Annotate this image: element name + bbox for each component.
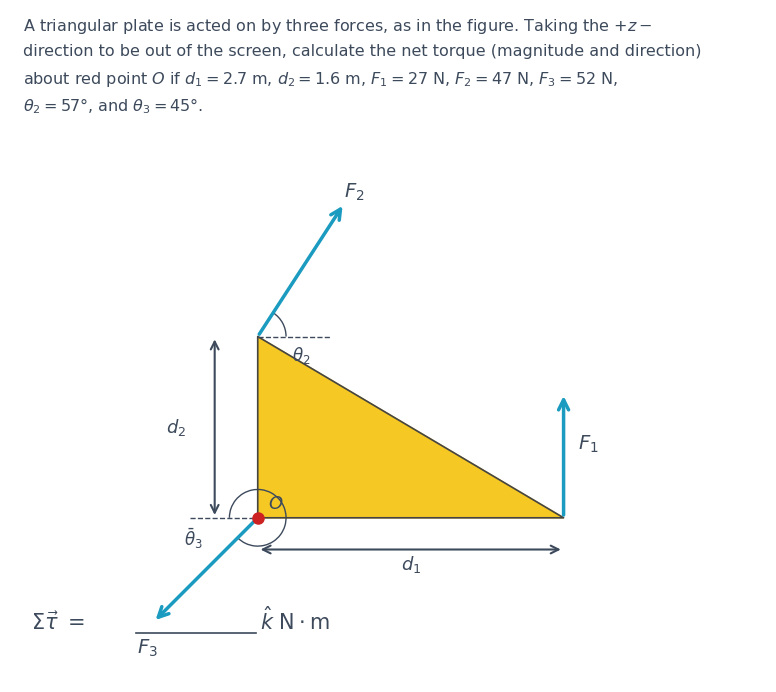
Text: direction to be out of the screen, calculate the net torque (magnitude and direc: direction to be out of the screen, calcu… (23, 44, 702, 59)
Text: $F_1$: $F_1$ (578, 434, 599, 455)
Text: $d_1$: $d_1$ (400, 554, 421, 575)
Text: A triangular plate is acted on by three forces, as in the figure. Taking the $+z: A triangular plate is acted on by three … (23, 17, 653, 36)
Text: $\theta_2 = 57°$, and $\theta_3 = 45°$.: $\theta_2 = 57°$, and $\theta_3 = 45°$. (23, 96, 203, 116)
Text: $F_3$: $F_3$ (137, 637, 158, 659)
Text: $\theta_2$: $\theta_2$ (292, 345, 310, 367)
Text: $\hat{k}\ \mathrm{N \cdot m}$: $\hat{k}\ \mathrm{N \cdot m}$ (260, 606, 330, 634)
Text: $d_2$: $d_2$ (166, 417, 186, 437)
Text: $\bar{\theta}_3$: $\bar{\theta}_3$ (184, 527, 203, 551)
Text: $F_2$: $F_2$ (344, 182, 365, 203)
Text: $O$: $O$ (268, 495, 283, 513)
Polygon shape (258, 336, 563, 518)
Text: $\Sigma\vec{\tau}\ =\ $: $\Sigma\vec{\tau}\ =\ $ (31, 611, 85, 634)
Text: about red point $O$ if $d_1 = 2.7$ m, $d_2 = 1.6$ m, $F_1 = 27$ N, $F_2 = 47$ N,: about red point $O$ if $d_1 = 2.7$ m, $d… (23, 70, 618, 89)
